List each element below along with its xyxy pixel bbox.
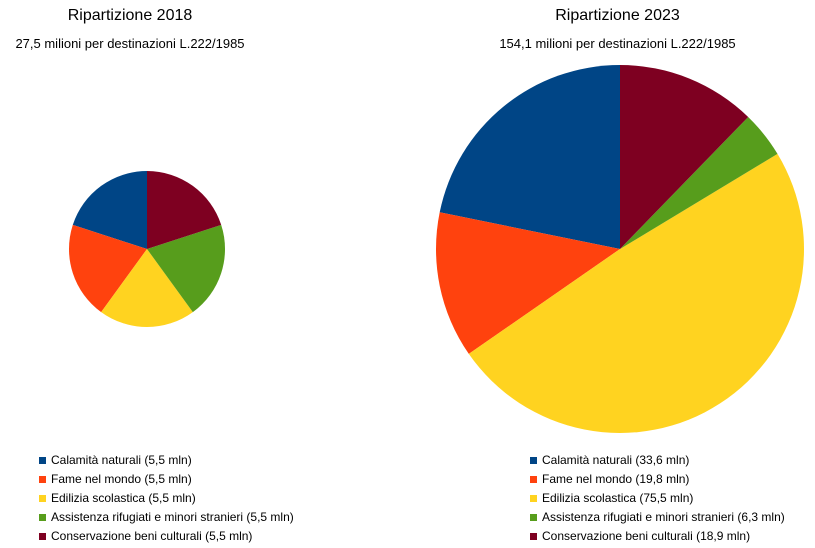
legend-item: Assistenza rifugiati e minori stranieri … [530, 508, 785, 527]
pie-chart-2018 [69, 171, 225, 328]
legend-item: Fame nel mondo (19,8 mln) [530, 470, 785, 489]
chart-2023: Ripartizione 2023 154,1 milioni per dest… [420, 0, 815, 548]
legend-swatch [530, 514, 537, 521]
pie-chart-2023 [436, 65, 804, 434]
legend-item: Fame nel mondo (5,5 mln) [39, 470, 294, 489]
legend-label: Edilizia scolastica (5,5 mln) [51, 491, 196, 505]
legend-label: Calamità naturali (5,5 mln) [51, 453, 192, 467]
pie-slice-4 [147, 224, 225, 313]
pie-slice-1 [439, 65, 620, 249]
legend-item: Edilizia scolastica (5,5 mln) [39, 489, 294, 508]
chart-2018: Ripartizione 2018 27,5 milioni per desti… [0, 0, 300, 548]
legend-2023: Calamità naturali (33,6 mln) Fame nel mon… [530, 451, 785, 546]
legend-label: Calamità naturali (33,6 mln) [542, 453, 690, 467]
pie-slice-4 [620, 116, 778, 249]
legend-swatch [39, 457, 46, 464]
legend-item: Edilizia scolastica (75,5 mln) [530, 489, 785, 508]
legend-label: Fame nel mondo (19,8 mln) [542, 472, 690, 486]
chart-title: Ripartizione 2023 [555, 7, 680, 24]
pie-slice-1 [72, 171, 147, 249]
legend-item: Calamità naturali (5,5 mln) [39, 451, 294, 470]
legend-item: Conservazione beni culturali (18,9 mln) [530, 527, 785, 546]
pie-slice-3 [101, 249, 193, 328]
legend-label: Conservazione beni culturali (5,5 mln) [51, 529, 253, 543]
legend-swatch [39, 495, 46, 502]
legend-item: Calamità naturali (33,6 mln) [530, 451, 785, 470]
legend-label: Fame nel mondo (5,5 mln) [51, 472, 192, 486]
legend-swatch [530, 476, 537, 483]
legend-2018: Calamità naturali (5,5 mln) Fame nel mond… [39, 451, 294, 546]
legend-item: Conservazione beni culturali (5,5 mln) [39, 527, 294, 546]
pie-slice-2 [436, 212, 620, 354]
chart-subtitle: 154,1 milioni per destinazioni L.222/198… [499, 36, 736, 51]
legend-label: Edilizia scolastica (75,5 mln) [542, 491, 694, 505]
legend-swatch [39, 476, 46, 483]
legend-label: Assistenza rifugiati e minori stranieri … [51, 510, 294, 524]
pie-slice-3 [468, 153, 804, 434]
legend-label: Conservazione beni culturali (18,9 mln) [542, 529, 751, 543]
legend-label: Assistenza rifugiati e minori stranieri … [542, 510, 785, 524]
legend-swatch [530, 495, 537, 502]
pie-slice-5 [620, 65, 749, 249]
legend-swatch [39, 514, 46, 521]
chart-subtitle: 27,5 milioni per destinazioni L.222/1985 [15, 36, 245, 51]
pie-slice-5 [147, 171, 222, 249]
legend-swatch [39, 533, 46, 540]
pie-slice-2 [69, 224, 147, 313]
legend-swatch [530, 457, 537, 464]
legend-item: Assistenza rifugiati e minori stranieri … [39, 508, 294, 527]
chart-title: Ripartizione 2018 [67, 7, 193, 24]
legend-swatch [530, 533, 537, 540]
